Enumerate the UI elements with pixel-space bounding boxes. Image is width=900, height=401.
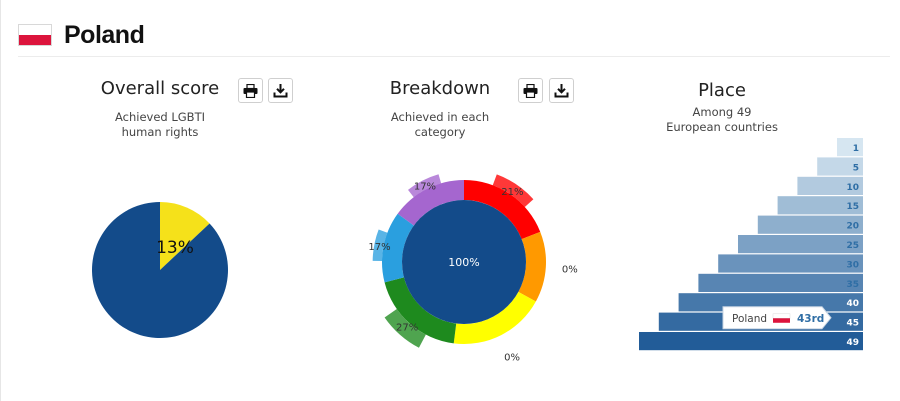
breakdown-center-label: 100%	[448, 256, 479, 269]
breakdown-ring-3	[384, 277, 457, 344]
rank-marker-value: 43rd	[797, 313, 824, 325]
overall-score-subtitle-2: human rights	[121, 125, 199, 139]
rank-tick-49: 49	[846, 338, 859, 348]
overall-score-value: 13%	[156, 238, 194, 258]
place-subtitle-2: European countries	[666, 120, 778, 134]
overall-slice-1	[91, 202, 228, 338]
country-title: Poland	[64, 20, 145, 49]
rank-marker-flag-bottom	[773, 318, 790, 323]
rank-tick-30: 30	[846, 260, 859, 270]
overall-score-chart: 13%	[91, 202, 228, 338]
country-header: Poland	[18, 18, 145, 52]
breakdown-title: Breakdown	[389, 78, 491, 99]
header-divider	[18, 56, 890, 57]
rank-step-1	[837, 138, 863, 157]
breakdown-label-1: 0%	[562, 265, 578, 276]
breakdown-label-3: 27%	[396, 323, 418, 334]
rank-step-35	[698, 273, 863, 292]
breakdown-center-disc	[402, 200, 526, 324]
overall-slice-0	[160, 202, 210, 270]
breakdown-print-button[interactable]	[518, 78, 543, 103]
poland-flag-icon	[18, 24, 52, 46]
breakdown-subtitle-2: category	[414, 125, 466, 139]
breakdown-label-4: 17%	[368, 242, 390, 253]
breakdown-download-button[interactable]	[549, 78, 574, 103]
breakdown-bar-3	[384, 308, 426, 348]
rank-tick-35: 35	[846, 280, 859, 290]
printer-icon	[243, 83, 258, 98]
rank-tick-40: 40	[846, 299, 859, 309]
overall-download-button[interactable]	[268, 78, 293, 103]
place-subtitle-1: Among 49	[692, 105, 752, 119]
breakdown-subtitle-1: Achieved in each	[390, 110, 490, 124]
rank-tick-45: 45	[846, 319, 859, 329]
place-title: Place	[698, 80, 746, 101]
rank-step-20	[757, 215, 863, 234]
breakdown-ring-0	[464, 180, 541, 240]
breakdown-bar-4	[372, 229, 388, 261]
rank-tick-15: 15	[846, 202, 859, 212]
overall-score-subtitle-1: Achieved LGBTI	[114, 110, 205, 124]
breakdown-ring-2	[453, 291, 536, 344]
download-icon	[554, 84, 569, 98]
printer-icon	[523, 83, 538, 98]
rank-tick-10: 10	[846, 183, 859, 193]
rank-step-15	[777, 196, 863, 215]
rank-step-5	[817, 157, 863, 176]
rank-tick-25: 25	[846, 241, 859, 251]
breakdown-ring-1	[518, 231, 546, 302]
breakdown-ring-5	[397, 180, 464, 226]
rank-marker-country: Poland	[732, 313, 767, 325]
breakdown-label-0: 21%	[501, 187, 523, 198]
rank-step-25	[738, 235, 863, 254]
breakdown-bar-0	[492, 174, 534, 208]
overall-print-button[interactable]	[238, 78, 263, 103]
rank-tick-20: 20	[846, 222, 859, 232]
breakdown-chart: 21% 0% 0% 27% 17% 17% 100%	[368, 174, 578, 363]
breakdown-label-5: 17%	[414, 181, 436, 192]
rank-tick-5: 5	[853, 163, 859, 173]
breakdown-bar-5	[408, 174, 442, 198]
download-icon	[273, 84, 288, 98]
rank-marker-flag-top	[772, 313, 791, 319]
overall-score-title: Overall score	[100, 78, 220, 99]
rank-tick-1: 1	[853, 144, 859, 154]
rank-step-49	[639, 332, 863, 351]
rank-step-10	[797, 176, 863, 195]
breakdown-ring-4	[382, 213, 414, 283]
rank-step-30	[718, 254, 863, 273]
breakdown-label-2: 0%	[504, 352, 520, 363]
